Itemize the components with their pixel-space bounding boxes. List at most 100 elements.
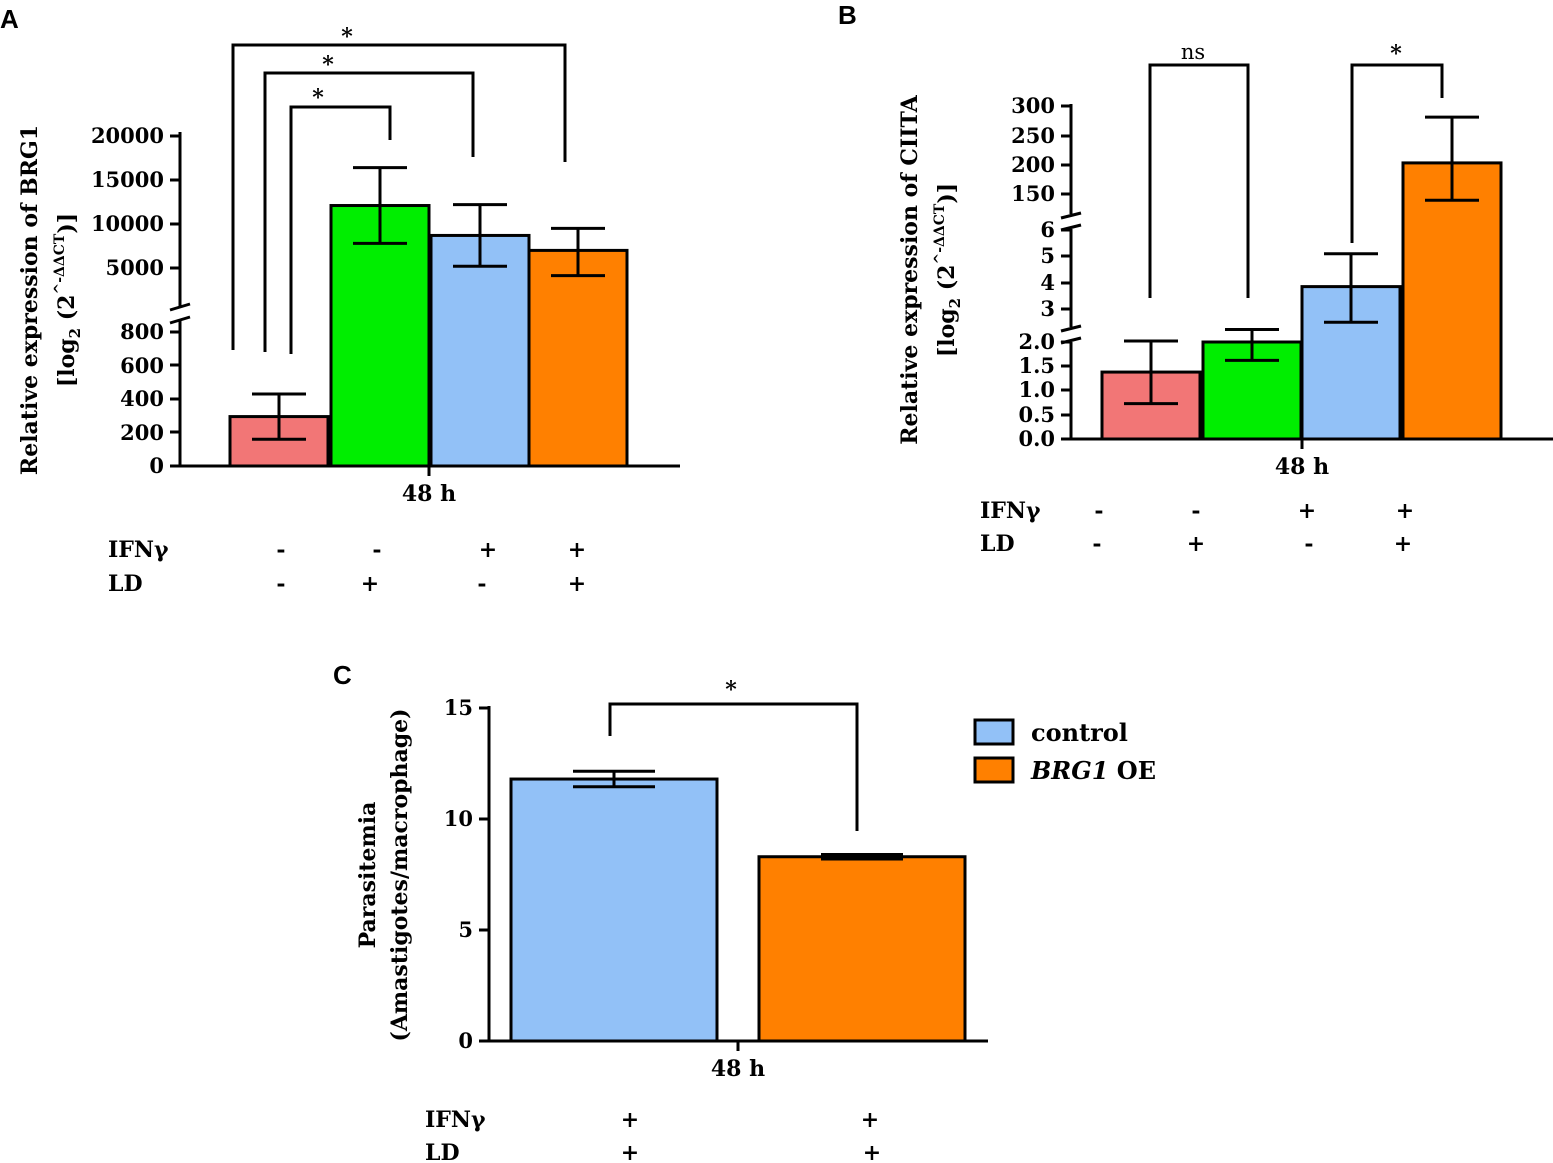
tick-label: 15000: [91, 167, 164, 192]
tick-label: 5000: [106, 255, 164, 280]
panel-a-ylabel-main: Relative expression of BRG1: [17, 125, 43, 475]
tick-label: 1.0: [1018, 377, 1055, 402]
panel-a-xlabel: 48 h: [402, 481, 456, 507]
panel-b-ylabel2: [log2 (2^-ΔΔCT)]: [932, 183, 964, 357]
panel-a-significance: [231, 43, 567, 354]
treatment-value: +: [1298, 498, 1316, 524]
treatment-value: +: [1394, 531, 1412, 557]
panel-a-error-bars: [252, 166, 605, 441]
tick-label: 6: [1040, 217, 1055, 242]
tick-label: 250: [1011, 123, 1055, 148]
panel-a-letter: A: [0, 4, 19, 34]
sig-label: *: [341, 24, 353, 50]
tick-label: 600: [120, 353, 164, 378]
tick-label: 0.5: [1018, 402, 1055, 427]
tick-label: 800: [120, 319, 164, 344]
treatment-value: -: [372, 537, 381, 563]
panel-b-ylabel: Relative expression of CIITA: [897, 94, 923, 444]
treatment-value: -: [276, 537, 285, 563]
panel-a-ylabel: Relative expression of BRG1: [17, 125, 43, 475]
treatment-value: +: [568, 537, 586, 563]
panel-b: B Relative expression of CIITA [log2 (2^…: [838, 0, 1553, 557]
legend-swatch-brg1: [973, 756, 1015, 784]
treatment-value: +: [361, 571, 379, 597]
treatment-value: -: [1092, 531, 1101, 557]
tick-label: 300: [1011, 93, 1055, 118]
treatment-value: -: [1304, 531, 1313, 557]
tick-label: 15: [444, 695, 473, 720]
legend-swatch-control: [973, 718, 1015, 746]
tick-label: 0: [149, 453, 164, 478]
sig-label: *: [1390, 41, 1402, 67]
treatment-label: LD: [425, 1140, 460, 1163]
bar: [509, 777, 719, 1043]
treatment-value: +: [568, 571, 586, 597]
sig-bracket: [1148, 63, 1250, 298]
panel-b-significance: [1148, 63, 1444, 298]
treatment-value: +: [1187, 531, 1205, 557]
treatment-value: +: [479, 537, 497, 563]
sig-label: *: [725, 677, 737, 703]
treatment-value: +: [861, 1107, 879, 1133]
panel-c-error-bars: [573, 769, 903, 861]
bar: [228, 415, 330, 468]
treatment-value: -: [1191, 498, 1200, 524]
treatment-label: IFNγ: [425, 1107, 486, 1133]
panel-a-ylabel2: [log2 (2^-ΔΔCT)]: [52, 213, 84, 387]
treatment-label: IFNγ: [108, 537, 169, 563]
treatment-value: -: [477, 571, 486, 597]
treatment-label: LD: [108, 571, 143, 597]
treatment-value: -: [1094, 498, 1103, 524]
sig-bracket: [1350, 63, 1444, 243]
bar: [329, 204, 431, 468]
panel-a-sup: ^-ΔΔCT: [52, 233, 68, 294]
tick-label: 400: [120, 386, 164, 411]
panel-c-ylabel: Parasitemia: [355, 802, 381, 949]
tick-label: 0: [458, 1028, 473, 1053]
panel-c-letter: C: [333, 660, 352, 690]
bar: [527, 248, 629, 468]
treatment-value: +: [621, 1140, 639, 1163]
panel-b-axis-break: [1060, 211, 1082, 220]
tick-label: 200: [1011, 152, 1055, 177]
tick-label: 150: [1011, 181, 1055, 206]
sig-bracket: [289, 105, 392, 354]
panel-a-yticks-upper: 5000 10000 15000 20000: [91, 123, 180, 280]
panel-b-axis-break: [1060, 324, 1082, 333]
legend-label-control: control: [1031, 718, 1128, 747]
treatment-value: +: [863, 1140, 881, 1163]
panel-c-legend: control BRG1 OE: [973, 718, 1156, 785]
tick-label: 3: [1040, 296, 1055, 321]
panel-c-ylabel2: (Amastigotes/macrophage): [387, 708, 413, 1041]
panel-c-xlabel: 48 h: [711, 1056, 765, 1082]
treatment-value: +: [1396, 498, 1414, 524]
tick-label: 4: [1040, 270, 1055, 295]
sig-label: ns: [1181, 40, 1205, 64]
panel-a-axis-break-2: [169, 315, 191, 325]
tick-label: 0.0: [1018, 426, 1055, 451]
bar: [1401, 161, 1503, 441]
panel-c-yticks: 0 5 10 15: [444, 695, 489, 1053]
bar: [757, 855, 967, 1043]
bar: [429, 233, 531, 468]
panel-b-xlabel: 48 h: [1275, 454, 1329, 480]
tick-label: 5: [1040, 243, 1055, 268]
panel-c: C Parasitemia (Amastigotes/macrophage) 0…: [333, 660, 1156, 1163]
sig-bracket: [608, 702, 859, 831]
tick-label: 5: [458, 917, 473, 942]
panel-a: A Relative expression of BRG1 [log2 (2^-…: [0, 4, 680, 597]
panel-a-axis-break-1: [169, 302, 191, 312]
panel-b-sup: ^-ΔΔCT: [932, 203, 948, 264]
panel-b-letter: B: [838, 0, 857, 30]
treatment-value: +: [621, 1107, 639, 1133]
panel-a-yticks-lower: 0 200 400 600 800: [120, 319, 180, 478]
tick-label: 1.5: [1018, 353, 1055, 378]
treatment-value: -: [276, 571, 285, 597]
treatment-label: LD: [980, 531, 1015, 557]
panel-c-significance: [608, 702, 859, 831]
legend-label-brg1: BRG1 OE: [1030, 756, 1156, 785]
sig-bracket: [263, 71, 475, 352]
sig-label: *: [322, 52, 334, 78]
tick-label: 10: [444, 806, 473, 831]
